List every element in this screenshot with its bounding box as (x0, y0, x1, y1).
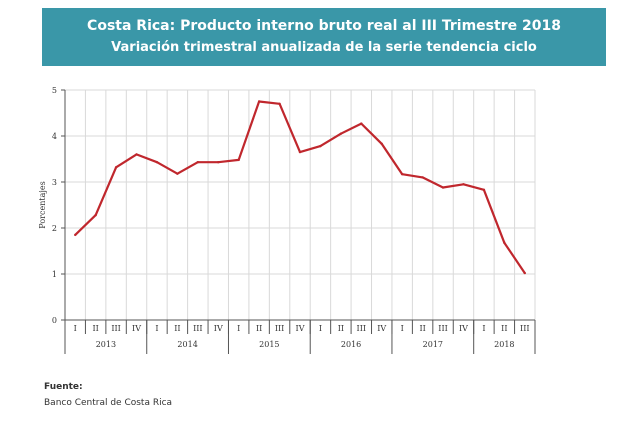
year-label-2016: 2016 (341, 340, 361, 349)
y-tick-label-1: 1 (52, 270, 57, 279)
year-label-2013: 2013 (96, 340, 116, 349)
x-tick-label: IV (296, 324, 305, 333)
data-point (503, 241, 506, 244)
x-tick-label: III (111, 324, 120, 333)
x-tick-label: IV (214, 324, 223, 333)
data-point (278, 102, 281, 105)
data-point (319, 144, 322, 148)
data-point (441, 186, 445, 189)
data-point (196, 161, 200, 164)
source-label: Fuente: (44, 382, 83, 392)
data-point (135, 153, 138, 156)
source-text: Banco Central de Costa Rica (44, 398, 173, 408)
y-tick-label-2: 2 (52, 224, 57, 233)
x-tick-label: I (237, 324, 240, 333)
year-label-2018: 2018 (494, 340, 514, 349)
x-tick-label: III (438, 324, 447, 333)
x-tick-label: II (256, 324, 262, 333)
data-point (155, 161, 159, 164)
data-point (217, 161, 220, 164)
x-tick-label: IV (377, 324, 386, 333)
chart-subtitle: Variación trimestral anualizada de la se… (111, 40, 537, 55)
source-note: Fuente: Banco Central de Costa Rica (44, 379, 172, 411)
y-axis-label: Porcentajes (38, 181, 47, 228)
y-tick-label-4: 4 (52, 132, 57, 141)
data-point (339, 132, 343, 135)
x-tick-label: II (338, 324, 344, 333)
x-tick-label: III (193, 324, 202, 333)
data-point (237, 158, 240, 162)
y-tick-label-5: 5 (52, 86, 57, 95)
data-point (462, 183, 465, 186)
y-tick-label-0: 0 (52, 316, 57, 325)
x-tick-label: III (357, 324, 366, 333)
data-point (380, 142, 383, 146)
year-label-2017: 2017 (423, 340, 443, 349)
x-tick-label: III (520, 324, 529, 333)
data-point (523, 271, 526, 275)
x-tick-label: I (74, 324, 77, 333)
data-point (176, 172, 179, 175)
data-point (298, 150, 302, 154)
data-point (94, 213, 97, 217)
data-point (421, 176, 424, 179)
x-tick-label: IV (459, 324, 468, 333)
data-point (114, 166, 118, 169)
data-point (74, 233, 77, 237)
data-point (360, 122, 363, 125)
x-tick-label: II (174, 324, 180, 333)
x-tick-label: II (501, 324, 507, 333)
y-tick-label-3: 3 (52, 178, 57, 187)
series-line (74, 100, 526, 274)
year-label-2015: 2015 (259, 340, 279, 349)
x-tick-label: II (92, 324, 98, 333)
x-tick-label: I (482, 324, 485, 333)
x-tick-label: I (401, 324, 404, 333)
x-tick-label: I (155, 324, 158, 333)
data-point (482, 188, 486, 192)
chart-title: Costa Rica: Producto interno bruto real … (87, 18, 561, 34)
data-point (400, 172, 404, 176)
x-tick-label: I (319, 324, 322, 333)
chart-title-banner: Costa Rica: Producto interno bruto real … (42, 8, 606, 66)
data-point (257, 100, 261, 103)
year-label-2014: 2014 (177, 340, 197, 349)
x-tick-label: III (275, 324, 284, 333)
x-tick-label: IV (132, 324, 141, 333)
x-tick-label: II (419, 324, 425, 333)
